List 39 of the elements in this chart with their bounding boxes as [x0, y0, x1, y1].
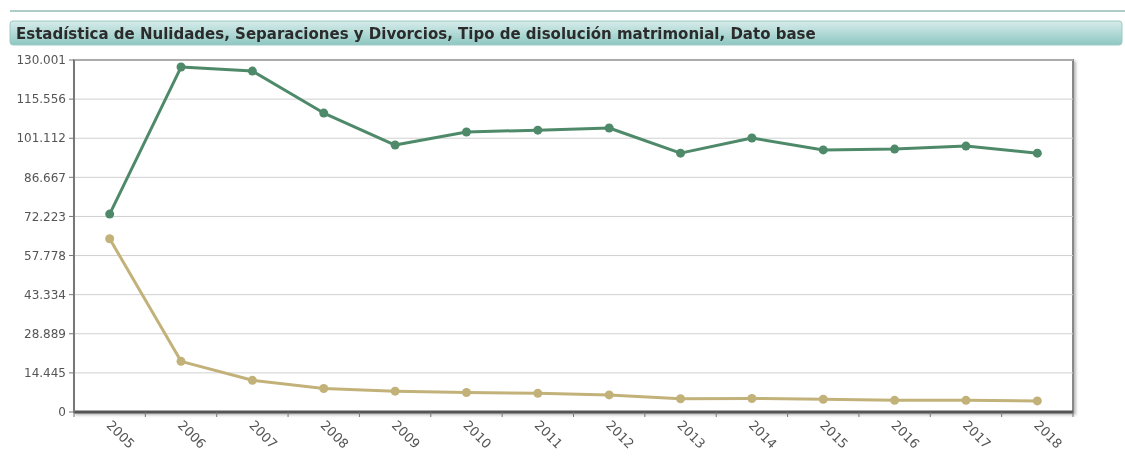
point [818, 394, 828, 404]
point [105, 234, 115, 244]
point [890, 144, 900, 154]
y-tick-label: 57.778 [24, 248, 66, 263]
point [176, 62, 186, 72]
point [390, 386, 400, 396]
point [247, 375, 257, 385]
point [247, 66, 257, 76]
point [1032, 396, 1042, 406]
y-tick-label: 28.889 [24, 326, 66, 341]
point [961, 395, 971, 405]
y-tick-label: 0 [58, 405, 66, 420]
point [319, 108, 329, 118]
point [818, 145, 828, 155]
point [890, 395, 900, 405]
point [604, 390, 614, 400]
point [533, 388, 543, 398]
y-tick-label: 101.112 [16, 131, 66, 146]
y-tick-label: 86.667 [24, 170, 66, 185]
chart-title: Estadística de Nulidades, Separaciones y Divorcios, Tipo de disolución matrimonial, Dato base [16, 25, 816, 43]
point [105, 209, 115, 219]
point [604, 123, 614, 133]
y-tick-label: 43.334 [24, 287, 66, 302]
point [961, 141, 971, 151]
point [176, 356, 186, 366]
point [533, 125, 543, 135]
y-tick-label: 14.445 [24, 366, 66, 381]
point [319, 383, 329, 393]
point [461, 388, 471, 398]
point [747, 393, 757, 403]
y-tick-label: 72.223 [24, 209, 66, 224]
point [747, 133, 757, 143]
point [1032, 148, 1042, 158]
y-tick-label: 115.556 [16, 92, 66, 107]
point [461, 127, 471, 137]
point [390, 140, 400, 150]
point [676, 394, 686, 404]
point [676, 148, 686, 158]
y-tick-label: 130.001 [16, 53, 66, 68]
